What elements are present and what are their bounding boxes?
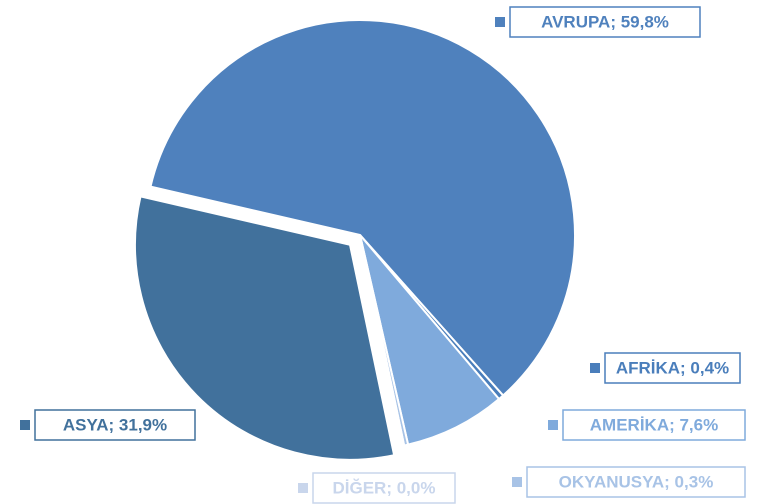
label-box [312,472,456,504]
label-box [509,6,701,38]
label-marker [20,420,30,430]
label-marker [495,17,505,27]
data-label: AFRİKA; 0,4% [616,358,729,377]
label-marker [548,420,558,430]
data-label: DİĞER; 0,0% [333,478,436,497]
label-box [604,352,741,384]
pie-slice [359,234,501,446]
label-box [562,409,746,441]
label-box [526,466,746,498]
label-marker [512,477,522,487]
label-marker [590,363,600,373]
data-label: AVRUPA; 59,8% [541,12,669,31]
pie-slice [134,195,396,461]
pie-slice [149,19,576,397]
data-label: AMERİKA; 7,6% [590,415,718,434]
data-label: ASYA; 31,9% [63,415,167,434]
label-box [34,409,196,441]
label-marker [298,483,308,493]
data-label: OKYANUSYA; 0,3% [559,472,714,491]
